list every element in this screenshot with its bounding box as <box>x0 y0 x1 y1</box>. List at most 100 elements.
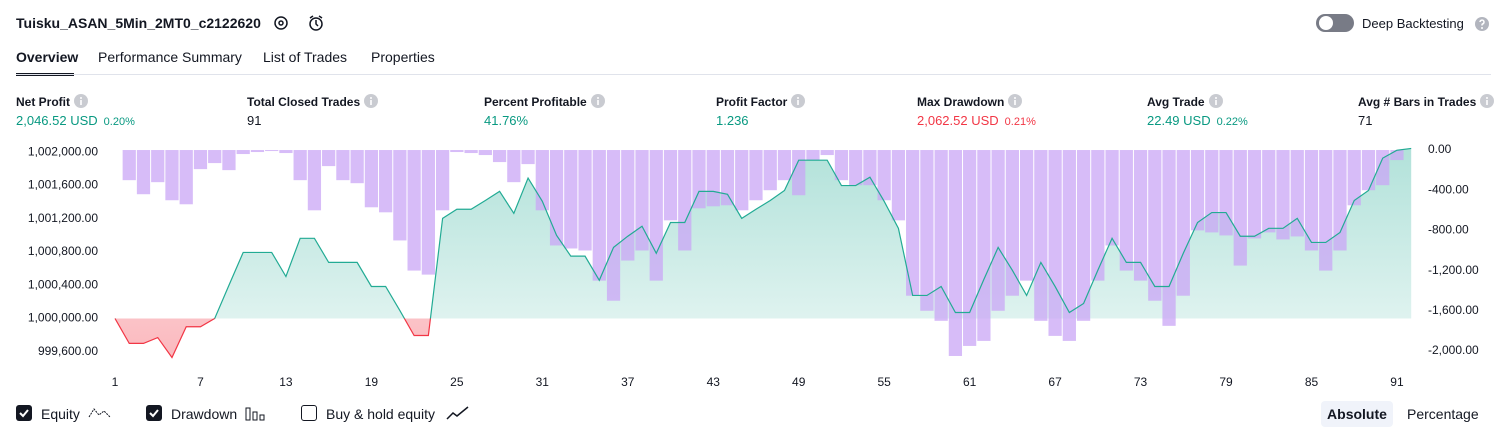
drawdown-bar <box>720 150 735 206</box>
drawdown-bar <box>250 150 265 153</box>
drawdown-bar <box>407 150 421 271</box>
drawdown-bar <box>1319 150 1333 271</box>
y2-tick-label: 0.00 <box>1428 142 1452 156</box>
x-tick-label: 19 <box>365 375 379 389</box>
drawdown-bar <box>963 150 977 346</box>
metric-value: 41.76% <box>484 113 528 128</box>
drawdown-bar <box>1276 150 1290 240</box>
equity-area <box>214 148 1412 319</box>
drawdown-bar <box>806 150 820 161</box>
info-icon[interactable] <box>1480 94 1495 108</box>
drawdown-bar <box>193 150 208 170</box>
y-tick-label: 1,000,800.00 <box>28 244 98 258</box>
drawdown-bar <box>379 150 393 213</box>
drawdown-bar <box>1347 150 1361 206</box>
y2-tick-label: -800.00 <box>1428 223 1469 237</box>
legend-icon <box>245 407 265 421</box>
drawdown-bar <box>222 150 236 171</box>
drawdown-bar <box>1048 150 1062 336</box>
drawdown-bar <box>877 150 891 201</box>
metric-label: Percent Profitable <box>484 94 605 109</box>
help-icon[interactable] <box>1474 16 1490 32</box>
x-tick-label: 43 <box>707 375 721 389</box>
mode-button[interactable]: Percentage <box>1407 406 1479 422</box>
drawdown-bar <box>450 150 464 153</box>
y-tick-label: 1,001,200.00 <box>28 211 98 225</box>
drawdown-bar <box>849 150 863 186</box>
header-icons[interactable] <box>272 14 332 34</box>
drawdown-bar <box>151 150 165 183</box>
drawdown-bar <box>1148 150 1162 301</box>
drawdown-bar <box>735 150 749 211</box>
x-tick-label: 49 <box>792 375 806 389</box>
info-icon[interactable] <box>1008 94 1023 108</box>
checkbox[interactable] <box>301 405 317 421</box>
drawdown-bar <box>507 150 521 183</box>
buy-hold-label: Buy & hold equity <box>326 406 435 422</box>
metric-label: Max Drawdown <box>917 94 1023 109</box>
drawdown-bar <box>606 150 621 301</box>
metric-percent: 0.20% <box>103 116 135 128</box>
x-tick-label: 55 <box>877 375 891 389</box>
drawdown-bar <box>564 150 578 249</box>
drawdown-bar <box>678 150 692 251</box>
drawdown-bar <box>578 150 592 251</box>
drawdown-bar <box>920 150 934 311</box>
tab[interactable]: Performance Summary <box>98 49 242 65</box>
divider <box>16 74 1491 75</box>
drawdown-bar <box>1005 150 1019 296</box>
info-icon[interactable] <box>364 94 379 108</box>
metric-percent: 0.22% <box>1216 116 1248 128</box>
metric-amount: 1.236 <box>716 113 749 128</box>
info-icon[interactable] <box>74 94 88 108</box>
tab[interactable]: Overview <box>16 49 79 65</box>
drawdown-bar <box>1190 150 1205 231</box>
metric-label: Avg Trade <box>1147 94 1223 109</box>
drawdown-bar <box>763 150 777 191</box>
x-tick-label: 73 <box>1134 375 1148 389</box>
legend-icon <box>88 408 111 418</box>
drawdown-bar <box>906 150 920 296</box>
y-tick-label: 1,001,600.00 <box>28 178 98 192</box>
metric-percent: 0.21% <box>1004 116 1036 128</box>
drawdown-bar <box>208 150 222 164</box>
info-icon[interactable] <box>1208 94 1223 108</box>
toggle[interactable] <box>1315 13 1355 33</box>
y2-tick-label: -2,000.00 <box>1428 343 1479 357</box>
drawdown-bar <box>777 150 792 181</box>
drawdown-bar <box>492 150 507 163</box>
y-tick-label: 999,600.00 <box>38 344 98 358</box>
mode-button[interactable]: Absolute <box>1321 401 1393 427</box>
metric-value: 1.236 <box>716 113 749 128</box>
y2-tick-label: -1,200.00 <box>1428 263 1479 277</box>
drawdown-bar <box>1076 150 1091 321</box>
drawdown-bar <box>521 150 535 165</box>
info-icon[interactable] <box>791 94 806 108</box>
drawdown-bar <box>393 150 407 241</box>
drawdown-bar <box>592 150 606 281</box>
tab[interactable]: List of Trades <box>263 49 348 65</box>
drawdown-bar <box>122 150 136 181</box>
drawdown-bar <box>663 150 678 221</box>
tab[interactable]: Properties <box>371 49 435 65</box>
checkbox[interactable] <box>16 405 32 421</box>
drawdown-bar <box>1390 150 1404 161</box>
drawdown-bar <box>179 150 193 205</box>
drawdown-bar <box>706 150 720 207</box>
drawdown-bar <box>792 150 806 196</box>
metric-value: 71 <box>1358 113 1372 128</box>
info-icon[interactable] <box>590 94 605 108</box>
drawdown-bar <box>1205 150 1219 233</box>
drawdown-bar <box>1162 150 1176 326</box>
x-tick-label: 67 <box>1048 375 1062 389</box>
drawdown-bar <box>1176 150 1190 296</box>
drawdown-bar <box>863 150 877 186</box>
drawdown-bar <box>1233 150 1247 266</box>
checkbox[interactable] <box>146 405 162 421</box>
y2-tick-label: -400.00 <box>1428 182 1469 196</box>
metric-amount: 22.49 USD <box>1147 113 1211 128</box>
drawdown-bar <box>478 150 492 156</box>
drawdown-bar <box>136 150 151 195</box>
x-tick-label: 91 <box>1390 375 1404 389</box>
